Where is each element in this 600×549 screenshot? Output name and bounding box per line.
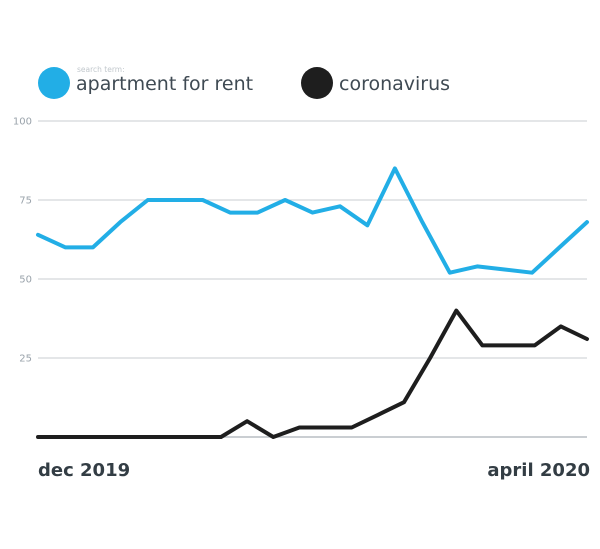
x-axis-labels: dec 2019 april 2020 xyxy=(38,460,590,481)
y-axis-ticks: 100 75 50 25 xyxy=(13,117,32,365)
legend-label-apartment-for-rent: apartment for rent xyxy=(76,73,253,95)
x-start-label: dec 2019 xyxy=(38,460,130,481)
gridlines xyxy=(38,120,587,438)
series-lines xyxy=(36,166,589,439)
y-tick-label-50: 50 xyxy=(19,275,32,286)
y-tick-label-75: 75 xyxy=(19,196,32,207)
legend-swatch-coronavirus xyxy=(301,67,333,99)
legend-swatch-apartment-for-rent xyxy=(38,67,70,99)
series-line-coronavirus xyxy=(36,308,589,439)
x-end-label: april 2020 xyxy=(487,460,590,481)
y-tick-label-25: 25 xyxy=(19,354,32,365)
y-tick-label-100: 100 xyxy=(13,117,32,128)
legend-hint: search term: xyxy=(77,65,125,74)
legend-label-coronavirus: coronavirus xyxy=(339,73,450,95)
series-line-apartment-for-rent xyxy=(36,166,589,275)
legend: search term: apartment for rent coronavi… xyxy=(38,65,450,99)
